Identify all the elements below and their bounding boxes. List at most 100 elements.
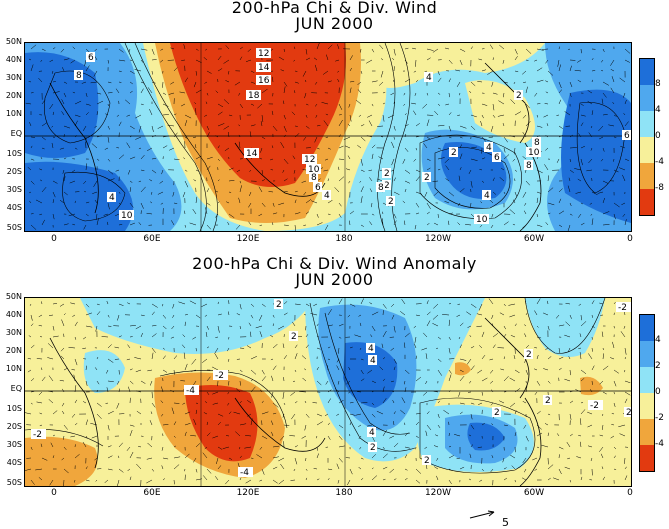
wind-vector [558, 198, 562, 204]
wind-vector [323, 169, 329, 172]
wind-vector [283, 134, 286, 138]
wind-vector [381, 343, 384, 349]
wind-vector [85, 65, 90, 72]
wind-vector [189, 222, 197, 226]
wind-vector [27, 167, 32, 171]
wind-vector [371, 48, 375, 53]
wind-vector [349, 422, 352, 426]
panel1-subtitle: JUN 2000 [295, 14, 374, 33]
wind-vector [49, 59, 54, 62]
wind-vector [391, 158, 395, 166]
wind-vector [270, 158, 274, 161]
wind-vector [426, 136, 431, 140]
wind-vector [85, 141, 87, 149]
wind-vector [261, 88, 268, 94]
wind-vector [602, 81, 610, 86]
wind-vector [481, 468, 484, 472]
wind-vector [415, 169, 421, 173]
wind-vector [601, 413, 604, 416]
wind-vector [62, 169, 65, 174]
wind-vector [469, 453, 472, 459]
wind-vector [217, 55, 222, 61]
wind-vector [423, 391, 428, 396]
contour-label-box [526, 147, 541, 157]
wind-vector [437, 124, 445, 127]
wind-vector [270, 334, 274, 338]
wind-vector [147, 369, 153, 372]
wind-vector [624, 347, 627, 355]
wind-vector [481, 422, 485, 426]
wind-vector [468, 434, 472, 437]
wind-vector [391, 303, 395, 307]
lon-label: 60E [143, 234, 161, 244]
wind-vector [74, 358, 78, 366]
wind-vector [272, 314, 275, 318]
wind-vector [206, 132, 210, 138]
wind-vector [272, 456, 279, 459]
wind-vector [105, 113, 109, 116]
wind-vector [107, 325, 112, 327]
wind-vector [49, 103, 54, 110]
wind-vector [525, 369, 529, 375]
wind-vector [542, 48, 549, 50]
wind-vector [184, 224, 186, 228]
wind-vector [501, 69, 505, 72]
wind-vector [171, 407, 175, 415]
lat-label: 40N [5, 310, 22, 319]
wind-vector [161, 413, 164, 417]
wind-vector [591, 70, 596, 72]
wind-vector [63, 479, 65, 486]
contour-label: -2 [618, 303, 627, 313]
wind-vector [411, 102, 417, 105]
wind-vector [393, 136, 395, 140]
wind-vector [135, 369, 142, 373]
wind-vector [371, 475, 378, 481]
contour-label: 4 [109, 193, 115, 203]
wind-vector [470, 125, 476, 131]
wind-vector [316, 124, 321, 127]
wind-vector [61, 111, 65, 116]
wind-vector [591, 347, 593, 352]
wind-vector [52, 47, 56, 50]
wind-vector [238, 134, 241, 138]
wind-vector [312, 402, 318, 404]
wind-vector [147, 442, 153, 448]
wind-vector [81, 81, 87, 84]
wind-vector [349, 413, 356, 416]
wind-vector [558, 446, 564, 450]
wind-vector [580, 103, 584, 106]
wind-vector [404, 124, 409, 127]
wind-vector [371, 467, 374, 470]
wind-vector [477, 446, 483, 448]
wind-vector [316, 222, 323, 226]
wind-vector [238, 197, 241, 204]
wind-vector [238, 124, 241, 127]
wind-vector [569, 202, 572, 207]
wind-vector [437, 358, 442, 362]
wind-vector [48, 375, 54, 382]
wind-vector [599, 434, 604, 437]
wind-vector [250, 70, 255, 73]
wind-vector [151, 402, 156, 408]
wind-vector [379, 44, 384, 50]
wind-vector [448, 212, 453, 215]
wind-vector [503, 325, 506, 330]
wind-vector [525, 180, 530, 186]
wind-vector [512, 199, 516, 204]
wind-vector [624, 48, 631, 54]
wind-vector [173, 402, 180, 404]
wind-vector [558, 147, 562, 149]
wind-vector [481, 377, 488, 382]
wind-vector [602, 197, 605, 204]
wind-vector [107, 202, 110, 210]
wind-vector [51, 125, 54, 128]
wind-vector [369, 188, 373, 193]
wind-vector [278, 202, 285, 206]
wind-vector [85, 479, 90, 482]
wind-vector [525, 386, 528, 393]
wind-vector [558, 468, 562, 475]
wind-vector [225, 201, 230, 204]
wind-vector [367, 114, 373, 118]
wind-vector [283, 224, 289, 226]
wind-vector [620, 145, 626, 149]
